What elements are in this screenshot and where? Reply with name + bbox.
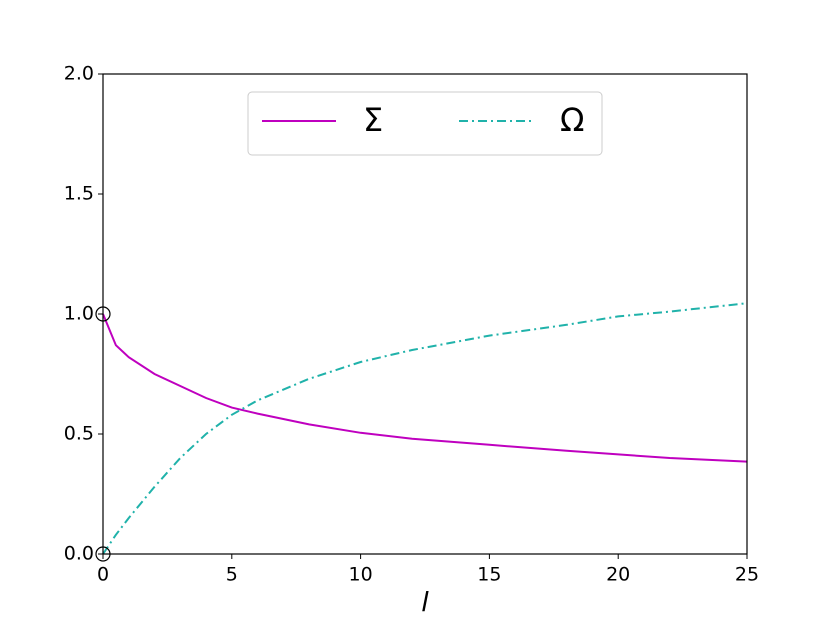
x-tick-label: 20 [606, 564, 630, 586]
y-tick-label: 0.0 [64, 543, 94, 565]
y-tick-label: 1.5 [64, 183, 94, 205]
series-line [102, 313, 748, 463]
x-tick-label: 10 [349, 564, 373, 586]
y-tick-label: 1.0 [64, 303, 94, 325]
x-tick-label: 25 [735, 564, 759, 586]
x-tick-label: 5 [226, 564, 238, 586]
x-axis-label: l [421, 588, 429, 619]
x-tick-label: 15 [477, 564, 501, 586]
y-tick-label: 0.5 [64, 423, 94, 445]
legend-box [247, 91, 603, 156]
legend-label: Ω [560, 101, 584, 139]
legend-label: Σ [363, 101, 383, 139]
y-tick-label: 2.0 [64, 63, 94, 85]
x-tick-label: 0 [97, 564, 109, 586]
series-line [102, 302, 748, 555]
